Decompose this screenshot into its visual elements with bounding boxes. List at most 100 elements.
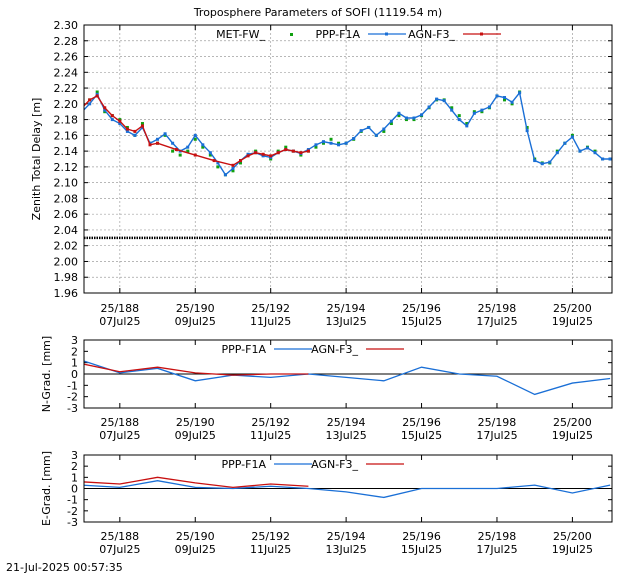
data-point-ppp xyxy=(156,137,160,141)
data-point-ppp xyxy=(103,108,107,112)
x-tick-label-date: 13Jul25 xyxy=(325,429,366,442)
data-point-met xyxy=(450,106,454,110)
data-point-ppp xyxy=(329,141,333,145)
data-point-ppp xyxy=(359,129,363,133)
data-point-ppp xyxy=(570,135,574,139)
data-point-agn xyxy=(284,148,288,152)
panel-2: -3-2-1012325/18807Jul2525/19009Jul2525/1… xyxy=(40,334,613,442)
y-axis-label: N-Grad. [mm] xyxy=(40,336,53,412)
series-group xyxy=(84,360,611,396)
data-point-met xyxy=(299,153,303,157)
x-tick-label-date: 17Jul25 xyxy=(476,429,517,442)
data-point-ppp xyxy=(81,110,84,113)
data-point-ppp xyxy=(397,111,401,115)
series-line-agn xyxy=(84,363,309,376)
y-tick-label: 2.28 xyxy=(54,35,79,48)
data-point-agn xyxy=(156,141,160,145)
y-tick-label: -3 xyxy=(67,402,78,415)
data-point-ppp xyxy=(510,100,514,104)
x-tick-label-doy: 25/200 xyxy=(553,302,592,315)
data-point-ppp xyxy=(163,132,167,136)
y-tick-label: 0 xyxy=(71,368,78,381)
y-tick-label: 2.26 xyxy=(54,51,79,64)
data-point-ppp xyxy=(314,143,318,147)
x-tick-label-date: 07Jul25 xyxy=(99,429,140,442)
x-tick-label-date: 13Jul25 xyxy=(325,543,366,556)
y-tick-label: 2 xyxy=(71,460,78,473)
x-tick-label-doy: 25/198 xyxy=(478,302,517,315)
series-group xyxy=(84,476,611,499)
data-point-met xyxy=(555,149,559,153)
data-point-met xyxy=(186,149,190,153)
data-point-agn xyxy=(174,148,178,152)
x-tick-label-date: 19Jul25 xyxy=(552,543,593,556)
x-tick-label-date: 09Jul25 xyxy=(175,429,216,442)
data-point-agn xyxy=(118,119,122,123)
data-point-ppp xyxy=(563,141,567,145)
data-point-ppp xyxy=(171,141,175,145)
data-point-ppp xyxy=(246,152,250,156)
x-tick-label-doy: 25/192 xyxy=(251,416,290,429)
data-point-met xyxy=(314,145,318,149)
data-point-ppp xyxy=(404,116,408,120)
y-tick-label: -2 xyxy=(67,505,78,518)
y-tick-label: 1 xyxy=(71,471,78,484)
data-point-ppp xyxy=(578,149,582,153)
data-point-agn xyxy=(246,154,250,158)
data-point-ppp xyxy=(186,145,190,149)
timestamp: 21-Jul-2025 00:57:35 xyxy=(6,561,123,574)
data-point-agn xyxy=(110,114,114,118)
x-tick-label-doy: 25/190 xyxy=(176,302,215,315)
legend-label: AGN-F3_ xyxy=(311,458,358,471)
legend-swatch-met xyxy=(290,33,293,36)
data-point-ppp xyxy=(435,97,439,101)
x-tick-label-doy: 25/190 xyxy=(176,530,215,543)
data-point-agn xyxy=(239,159,243,163)
data-point-agn xyxy=(148,143,152,147)
data-point-ppp xyxy=(465,124,469,128)
y-tick-label: 2.08 xyxy=(54,192,79,205)
data-point-met xyxy=(276,149,280,153)
y-tick-label: -1 xyxy=(67,494,78,507)
x-tick-label-doy: 25/194 xyxy=(327,302,366,315)
data-point-ppp xyxy=(208,151,212,155)
y-tick-label: -2 xyxy=(67,391,78,404)
data-point-ppp xyxy=(133,133,137,137)
x-tick-label-doy: 25/192 xyxy=(251,530,290,543)
y-tick-label: 1.98 xyxy=(54,271,79,284)
x-tick-label-date: 11Jul25 xyxy=(250,543,291,556)
data-point-met xyxy=(118,118,122,122)
data-point-ppp xyxy=(306,148,310,152)
x-tick-label-doy: 25/190 xyxy=(176,416,215,429)
data-point-agn xyxy=(254,151,258,155)
plot-frame xyxy=(83,24,613,294)
x-tick-label-doy: 25/196 xyxy=(402,302,441,315)
data-point-met xyxy=(178,153,182,157)
data-point-agn xyxy=(103,106,107,110)
data-point-agn xyxy=(306,149,310,153)
data-point-ppp xyxy=(457,118,461,122)
chart-title: Troposphere Parameters of SOFI (1119.54 … xyxy=(193,6,442,19)
data-point-ppp xyxy=(585,146,589,150)
legend-label: AGN-F3_ xyxy=(408,28,455,41)
data-point-agn xyxy=(193,153,197,157)
y-tick-label: 0 xyxy=(71,483,78,496)
data-point-met xyxy=(239,161,243,165)
data-point-ppp xyxy=(555,151,559,155)
data-point-agn xyxy=(291,149,295,153)
data-point-agn xyxy=(261,152,265,156)
data-point-ppp xyxy=(125,129,129,133)
x-tick-label-date: 11Jul25 xyxy=(250,429,291,442)
data-point-ppp xyxy=(201,143,205,147)
y-tick-label: -3 xyxy=(67,516,78,529)
x-tick-label-date: 09Jul25 xyxy=(175,315,216,328)
data-point-agn xyxy=(269,154,273,158)
x-tick-label-date: 15Jul25 xyxy=(401,543,442,556)
y-tick-label: 2.14 xyxy=(54,145,79,158)
legend: PPP-F1A AGN-F3_ xyxy=(222,458,404,471)
y-tick-label: 2.06 xyxy=(54,208,79,221)
data-point-ppp xyxy=(427,105,431,109)
x-tick-label-date: 17Jul25 xyxy=(476,315,517,328)
x-tick-label-date: 11Jul25 xyxy=(250,315,291,328)
